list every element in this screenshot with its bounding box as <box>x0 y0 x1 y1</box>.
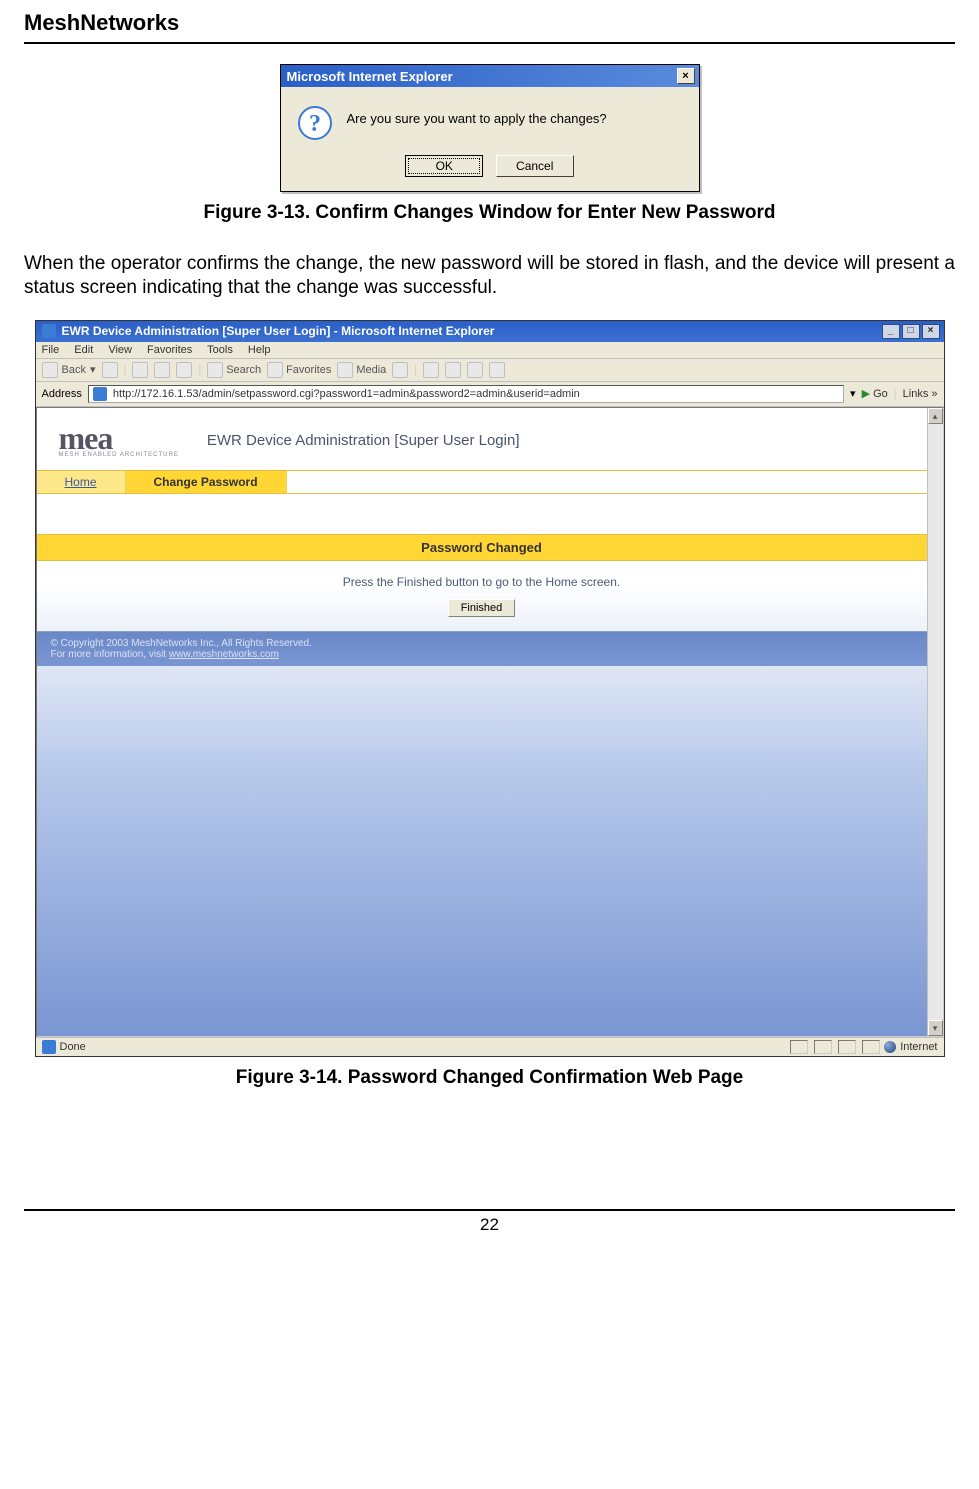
vertical-scrollbar[interactable]: ▴ ▾ <box>927 408 943 1036</box>
instruction-text: Press the Finished button to go to the H… <box>37 561 927 599</box>
maximize-button[interactable]: □ <box>902 324 920 339</box>
tab-change-password[interactable]: Change Password <box>126 471 287 493</box>
dialog-body: ? Are you sure you want to apply the cha… <box>281 87 699 147</box>
body-paragraph: When the operator confirms the change, t… <box>24 252 955 300</box>
mea-logo-sub: MESH ENABLED ARCHITECTURE <box>59 452 179 458</box>
edit-icon[interactable] <box>467 362 483 378</box>
confirm-dialog: Microsoft Internet Explorer × ? Are you … <box>280 64 700 192</box>
figure-browser-window: EWR Device Administration [Super User Lo… <box>24 320 955 1089</box>
dialog-message: Are you sure you want to apply the chang… <box>347 105 607 126</box>
brand-title: MeshNetworks <box>24 10 955 36</box>
internet-zone-icon <box>884 1041 896 1053</box>
menu-tools[interactable]: Tools <box>207 344 233 356</box>
ie-titlebar: EWR Device Administration [Super User Lo… <box>36 321 944 342</box>
status-box-1 <box>790 1040 808 1054</box>
search-icon <box>207 362 223 378</box>
status-box-3 <box>838 1040 856 1054</box>
close-icon[interactable]: × <box>677 68 695 84</box>
page-content: mea MESH ENABLED ARCHITECTURE EWR Device… <box>37 408 943 667</box>
scroll-down-icon[interactable]: ▾ <box>928 1020 943 1036</box>
mail-icon[interactable] <box>423 362 439 378</box>
close-button[interactable]: × <box>922 324 940 339</box>
links-button[interactable]: Links » <box>903 388 938 400</box>
page-number: 22 <box>480 1215 499 1234</box>
admin-page-title: EWR Device Administration [Super User Lo… <box>207 432 520 449</box>
home-icon[interactable] <box>176 362 192 378</box>
media-label: Media <box>356 364 386 376</box>
page-status-icon <box>42 1040 56 1054</box>
address-label: Address <box>42 388 82 400</box>
chevron-down-icon: ▾ <box>90 363 96 376</box>
tab-home-link[interactable]: Home <box>65 475 97 489</box>
stop-icon[interactable] <box>132 362 148 378</box>
favorites-label: Favorites <box>286 364 331 376</box>
media-button[interactable]: Media <box>337 362 386 378</box>
tab-row: Home Change Password <box>37 470 927 494</box>
menu-file[interactable]: File <box>42 344 60 356</box>
minimize-button[interactable]: _ <box>882 324 900 339</box>
status-internet: Internet <box>900 1041 937 1053</box>
go-label: Go <box>873 388 888 400</box>
ie-app-icon <box>42 324 56 338</box>
cancel-button[interactable]: Cancel <box>496 155 574 177</box>
copyright-line1: © Copyright 2003 MeshNetworks Inc., All … <box>51 638 913 649</box>
mea-logo: mea MESH ENABLED ARCHITECTURE <box>59 424 179 459</box>
mea-logo-text: mea <box>59 424 179 453</box>
tab-home[interactable]: Home <box>37 471 126 493</box>
ie-toolbar: Back ▾ | | Search Favorites Media | <box>36 359 944 382</box>
ie-statusbar: Done Internet <box>36 1037 944 1056</box>
print-icon[interactable] <box>445 362 461 378</box>
menu-favorites[interactable]: Favorites <box>147 344 192 356</box>
refresh-icon[interactable] <box>154 362 170 378</box>
menu-help[interactable]: Help <box>248 344 271 356</box>
dialog-buttons: OK Cancel <box>281 147 699 191</box>
address-url: http://172.16.1.53/admin/setpassword.cgi… <box>113 387 580 399</box>
back-button[interactable]: Back ▾ <box>42 362 96 378</box>
dialog-title: Microsoft Internet Explorer <box>287 69 453 84</box>
dialog-titlebar: Microsoft Internet Explorer × <box>281 65 699 87</box>
page-footer: 22 <box>24 1209 955 1235</box>
status-box-4 <box>862 1040 880 1054</box>
back-icon <box>42 362 58 378</box>
page-header: MeshNetworks <box>24 10 955 44</box>
figure-confirm-dialog: Microsoft Internet Explorer × ? Are you … <box>24 64 955 224</box>
scroll-up-icon[interactable]: ▴ <box>928 408 943 424</box>
ie-addressbar: Address http://172.16.1.53/admin/setpass… <box>36 382 944 407</box>
go-icon: ▶ <box>862 388 870 400</box>
search-label: Search <box>226 364 261 376</box>
chevron-down-icon[interactable]: ▾ <box>850 387 856 400</box>
page-icon <box>93 387 107 401</box>
copyright-line2a: For more information, visit <box>51 649 169 660</box>
go-button[interactable]: ▶ Go <box>862 387 888 400</box>
search-button[interactable]: Search <box>207 362 261 378</box>
menu-view[interactable]: View <box>108 344 132 356</box>
forward-icon[interactable] <box>102 362 118 378</box>
copyright-link[interactable]: www.meshnetworks.com <box>169 649 279 660</box>
status-box-2 <box>814 1040 832 1054</box>
question-icon: ? <box>297 105 333 141</box>
address-input[interactable]: http://172.16.1.53/admin/setpassword.cgi… <box>88 385 844 403</box>
copyright: © Copyright 2003 MeshNetworks Inc., All … <box>37 631 927 666</box>
ok-button[interactable]: OK <box>405 155 483 177</box>
finished-button[interactable]: Finished <box>448 599 516 617</box>
mea-header: mea MESH ENABLED ARCHITECTURE EWR Device… <box>37 408 927 471</box>
password-changed-banner: Password Changed <box>37 534 927 561</box>
status-done: Done <box>60 1041 86 1053</box>
window-title: EWR Device Administration [Super User Lo… <box>62 324 495 338</box>
ie-menubar: File Edit View Favorites Tools Help <box>36 342 944 359</box>
ie-viewport: mea MESH ENABLED ARCHITECTURE EWR Device… <box>36 407 944 1037</box>
history-icon[interactable] <box>392 362 408 378</box>
svg-text:?: ? <box>309 111 321 137</box>
menu-edit[interactable]: Edit <box>74 344 93 356</box>
figure-caption-1: Figure 3-13. Confirm Changes Window for … <box>24 202 955 224</box>
media-icon <box>337 362 353 378</box>
back-label: Back <box>62 364 86 376</box>
discuss-icon[interactable] <box>489 362 505 378</box>
ie-window: EWR Device Administration [Super User Lo… <box>35 320 945 1057</box>
favorites-button[interactable]: Favorites <box>267 362 331 378</box>
figure-caption-2: Figure 3-14. Password Changed Confirmati… <box>24 1067 955 1089</box>
favorites-icon <box>267 362 283 378</box>
